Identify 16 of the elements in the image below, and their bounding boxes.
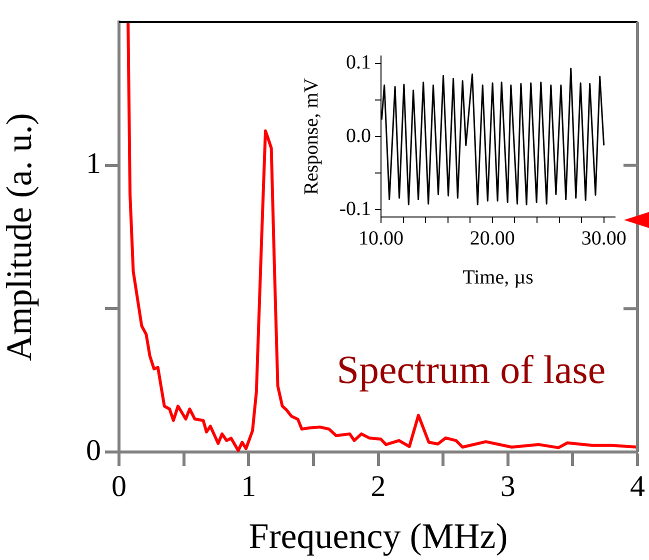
- x-tick-label: 0: [112, 470, 126, 503]
- x-tick-label: 30.00: [581, 227, 626, 250]
- x-tick-label: 2: [370, 470, 386, 503]
- x-axis-title: Frequency (MHz): [248, 516, 508, 556]
- y-tick-label: 0.0: [346, 124, 371, 147]
- x-tick-label: 10.00: [358, 227, 404, 250]
- y-axis-title: Amplitude (a. u.): [0, 113, 40, 361]
- y-tick-label: 0.1: [346, 52, 371, 74]
- x-tick-label: 3: [500, 470, 516, 503]
- x-tick-label: 4: [630, 470, 645, 503]
- x-tick-label: 20.00: [470, 227, 515, 250]
- x-tick-label: 1: [241, 470, 256, 503]
- y-axis-title: Response, mV: [300, 78, 322, 195]
- y-tick-label: -0.1: [339, 198, 371, 220]
- annotation: Spectrum of lase: [336, 347, 606, 392]
- x-axis-title: Time, µs: [462, 266, 534, 288]
